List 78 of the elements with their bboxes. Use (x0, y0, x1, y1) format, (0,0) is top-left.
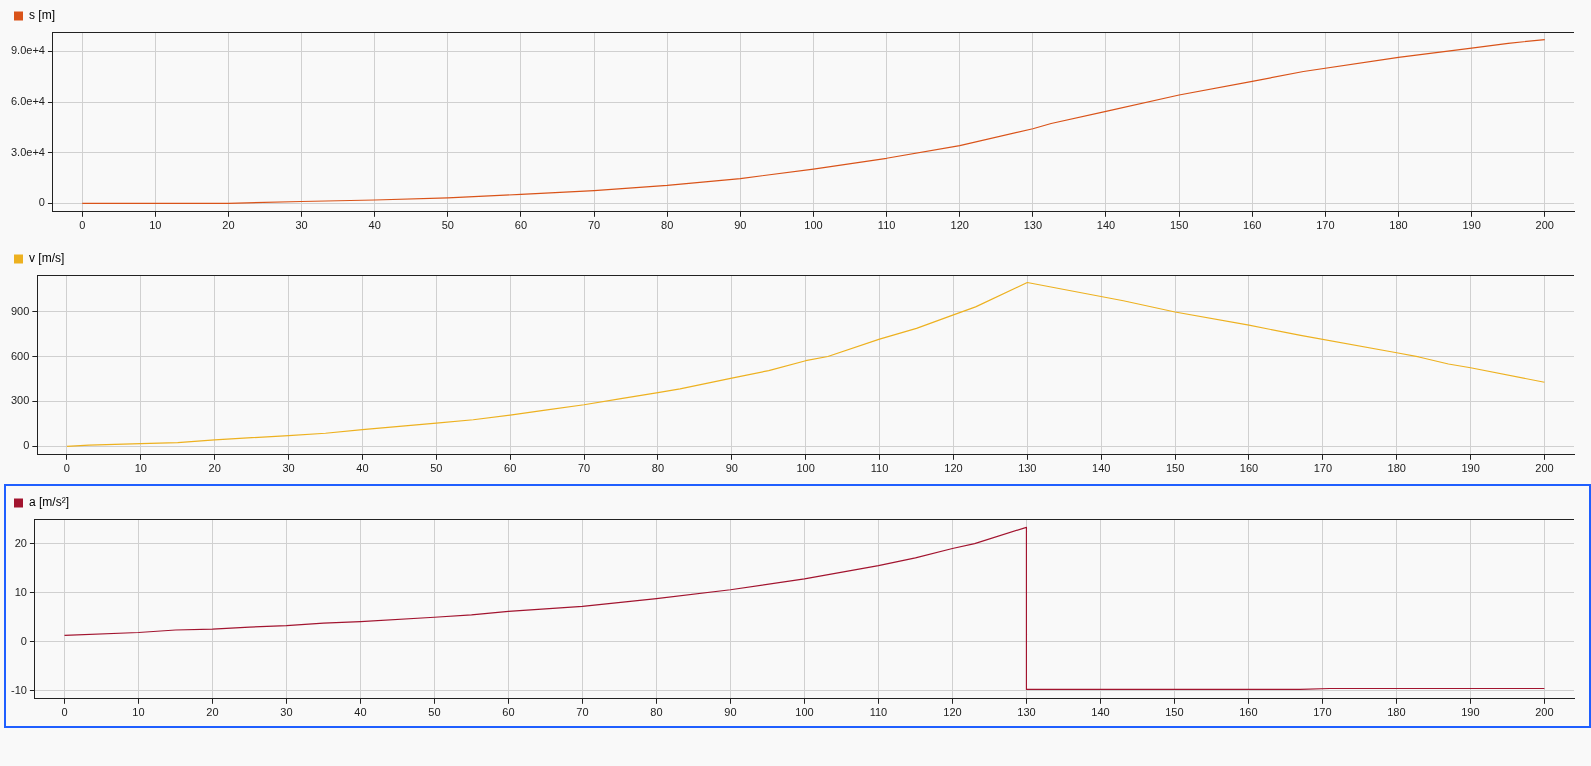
x-tick-label: 70 (577, 462, 591, 475)
x-tick-label: 120 (944, 462, 963, 475)
x-tick-label: 70 (576, 706, 589, 719)
x-tick-label: 150 (1169, 219, 1189, 232)
x-tick-label: 80 (650, 706, 663, 719)
x-tick-label: 60 (504, 462, 517, 475)
x-tick-label: 90 (725, 462, 738, 475)
x-tick-label: 170 (1313, 462, 1332, 475)
legend-label: s [m] (29, 8, 55, 23)
y-tick-label: 10 (14, 585, 27, 598)
legend-label: v [m/s] (29, 251, 65, 266)
x-tick-label: 140 (1096, 219, 1116, 232)
x-tick-label: 50 (430, 462, 443, 475)
x-tick-label: 100 (804, 219, 823, 232)
x-tick-label: 170 (1316, 219, 1335, 232)
legend-label: a [m/s²] (29, 495, 70, 510)
x-tick-label: 200 (1535, 462, 1554, 475)
y-tick-label: 3.0e+4 (11, 145, 45, 158)
x-tick-label: 90 (734, 219, 747, 232)
y-tick-label: 0 (23, 439, 30, 452)
x-tick-label: 80 (661, 219, 674, 232)
x-tick-label: 170 (1313, 706, 1332, 719)
x-tick-label: 100 (796, 462, 815, 475)
x-tick-label: 140 (1092, 462, 1111, 475)
y-tick-label: 9.0e+4 (11, 44, 45, 57)
x-tick-label: 200 (1535, 219, 1554, 232)
y-tick-label: 300 (10, 394, 30, 407)
x-tick-label: 0 (63, 462, 70, 475)
x-tick-label: 20 (222, 219, 235, 232)
y-tick-label: 900 (10, 304, 30, 317)
x-tick-label: 190 (1461, 706, 1480, 719)
x-tick-label: 20 (206, 706, 219, 719)
x-tick-label: 200 (1535, 706, 1554, 719)
x-tick-label: 30 (282, 462, 295, 475)
x-tick-label: 120 (943, 706, 962, 719)
x-tick-label: 130 (1023, 219, 1043, 232)
x-tick-label: 20 (208, 462, 221, 475)
x-tick-label: 140 (1091, 706, 1110, 719)
y-tick-label: 6.0e+4 (11, 95, 45, 108)
y-tick-label: 0 (20, 634, 27, 647)
x-tick-label: 50 (428, 706, 441, 719)
x-tick-label: 10 (132, 706, 145, 719)
x-tick-label: 180 (1387, 462, 1406, 475)
x-tick-label: 110 (870, 462, 889, 475)
x-tick-label: 10 (134, 462, 147, 475)
x-tick-label: 130 (1018, 462, 1037, 475)
x-tick-label: 180 (1389, 219, 1408, 232)
x-tick-label: 180 (1387, 706, 1406, 719)
x-tick-label: 0 (61, 706, 68, 719)
x-tick-label: 80 (651, 462, 665, 475)
x-tick-label: 60 (514, 219, 528, 232)
x-tick-label: 160 (1239, 462, 1259, 475)
x-tick-label: 40 (368, 219, 381, 232)
x-tick-label: 0 (79, 219, 86, 232)
x-tick-label: 110 (877, 219, 896, 232)
x-tick-label: 110 (869, 706, 888, 719)
x-tick-label: 150 (1165, 706, 1184, 719)
x-tick-label: 100 (795, 706, 814, 719)
x-tick-label: 40 (356, 462, 369, 475)
x-tick-label: 60 (502, 706, 515, 719)
y-tick-label: -10 (10, 683, 27, 696)
y-tick-label: 20 (14, 536, 27, 549)
x-tick-label: 90 (724, 706, 737, 719)
x-tick-label: 40 (354, 706, 367, 719)
x-tick-label: 30 (280, 706, 293, 719)
x-tick-label: 30 (295, 219, 308, 232)
x-tick-label: 50 (441, 219, 454, 232)
x-tick-label: 70 (587, 219, 601, 232)
x-tick-label: 150 (1165, 462, 1185, 475)
x-tick-label: 130 (1017, 706, 1036, 719)
x-tick-label: 120 (950, 219, 969, 232)
y-tick-label: 0 (38, 196, 45, 209)
x-tick-label: 160 (1239, 706, 1258, 719)
y-tick-label: 600 (10, 349, 30, 362)
x-tick-label: 10 (149, 219, 162, 232)
x-tick-label: 190 (1461, 462, 1480, 475)
x-tick-label: 160 (1243, 219, 1262, 232)
x-tick-label: 190 (1462, 219, 1481, 232)
